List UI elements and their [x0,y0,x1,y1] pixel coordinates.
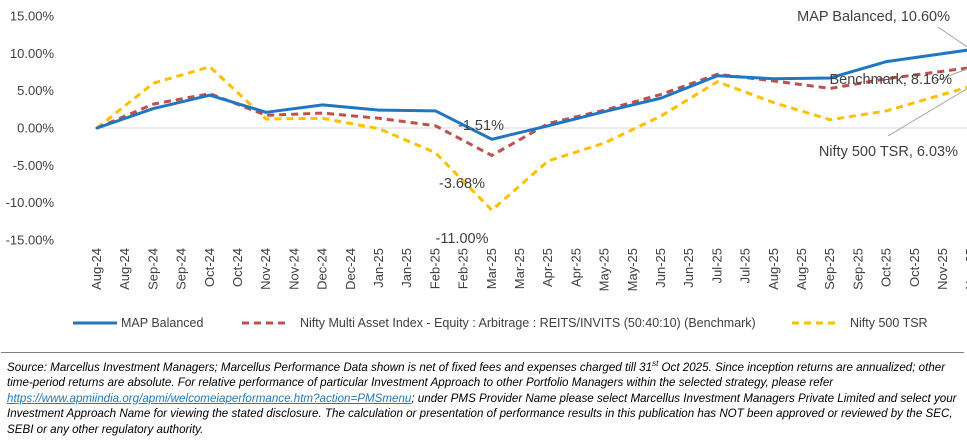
annotation-label: Nifty 500 TSR, 6.03% [819,144,958,160]
annotation-leader-line [934,68,967,82]
x-tick-label: Sep-25 [822,248,837,290]
x-tick-label: Oct-25 [907,248,922,287]
legend-label-2: Nifty 500 TSR [850,316,928,330]
x-tick-label: Jun-25 [653,248,668,288]
source-text-mid: Oct 2025. Since inception returns are an… [7,361,946,390]
y-tick-label: 5.00% [17,83,54,98]
x-tick-label: Aug-24 [117,248,132,290]
x-tick-label: Aug-25 [794,248,809,290]
x-tick-label: Jun-25 [681,248,696,288]
x-tick-label: Sep-25 [850,248,865,290]
x-tick-label: Mar-25 [484,248,499,289]
annotation-label: -1.51% [458,118,504,134]
x-tick-label: May-25 [625,248,640,291]
x-tick-label: Apr-25 [568,248,583,287]
y-tick-label: 10.00% [10,46,55,61]
x-tick-label: Aug-25 [766,248,781,290]
x-tick-label: Feb-25 [456,248,471,289]
x-tick-label: Sep-24 [145,248,160,290]
annotation-leader-line [887,88,967,137]
x-tick-label: Nov-24 [258,248,273,290]
y-tick-label: -5.00% [13,158,55,173]
x-tick-label: Dec-24 [315,248,330,290]
series-line-0 [95,48,967,141]
x-tick-label: Jul-25 [738,248,753,283]
source-text-suffix: ; under PMS Provider Name please select … [7,391,957,436]
source-text-sup: st [652,359,659,369]
annotation-label: MAP Balanced, 10.60% [797,9,950,25]
y-tick-label: -10.00% [6,195,55,210]
legend: MAP Balanced Nifty Multi Asset Index - Eq… [73,316,928,330]
legend-label-1: Nifty Multi Asset Index - Equity : Arbit… [300,316,756,330]
annotation-leader-line [937,26,967,48]
y-axis-ticks: 15.00% 10.00% 5.00% 0.00% -5.00% -10.00% -15.0… [6,9,55,248]
line-chart: 15.00% 10.00% 5.00% 0.00% -5.00% -10.00% -15.0… [6,9,967,330]
annotation-label: -11.00% [436,231,489,247]
x-tick-label: Jul-25 [709,248,724,283]
x-tick-label: May-25 [597,248,612,291]
legend-label-0: MAP Balanced [121,316,204,330]
x-tick-label: Jan-25 [399,248,414,288]
x-axis-ticks: Aug-24 Aug-24 Sep-24 Sep-24 Oct-24 Oct-24 Nov-… [89,248,967,291]
x-tick-label: Jan-25 [371,248,386,288]
y-tick-label: -15.00% [6,233,55,248]
x-tick-label: Nov-24 [286,248,301,290]
series-layer [95,48,967,212]
annotations: MAP Balanced, 10.60% Benchmark, 8.16% Nift… [436,9,967,247]
x-tick-label: Nov-25 [963,248,967,290]
x-tick-label: Feb-25 [427,248,442,289]
apmi-performance-link[interactable]: https://www.apmiindia.org/apmi/welcomeia… [7,391,412,405]
x-tick-label: Mar-25 [512,248,527,289]
x-tick-label: Oct-24 [230,248,245,287]
x-tick-label: Sep-24 [174,248,189,290]
source-disclaimer: Source: Marcellus Investment Managers; M… [1,352,964,440]
x-tick-label: Oct-24 [202,248,217,287]
annotation-label: -3.68% [439,176,485,192]
x-tick-label: Dec-24 [343,248,358,290]
series-line-2 [96,65,967,212]
x-tick-label: Oct-25 [879,248,894,287]
source-text-prefix: Source: Marcellus Investment Managers; M… [7,361,653,374]
x-tick-label: Apr-25 [540,248,555,287]
x-tick-label: Nov-25 [935,248,950,290]
x-tick-label: Aug-24 [89,248,104,290]
y-tick-label: 0.00% [17,121,54,136]
annotation-label: Benchmark, 8.16% [829,72,952,88]
y-tick-label: 15.00% [10,9,55,24]
